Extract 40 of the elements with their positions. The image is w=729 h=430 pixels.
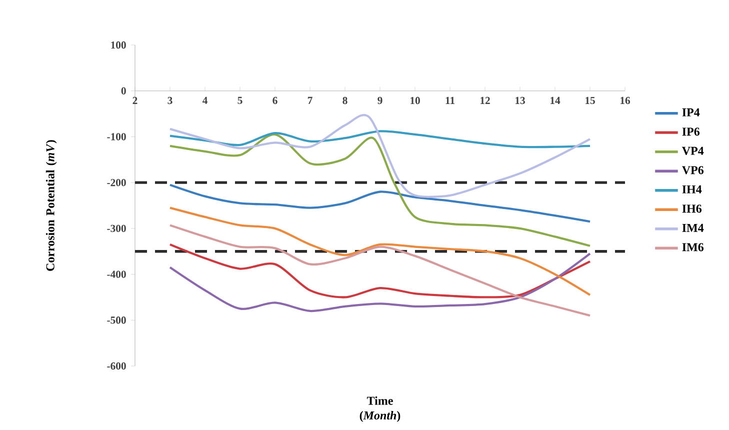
legend-label: IM6: [682, 243, 704, 252]
x-tick-label: 15: [586, 96, 595, 104]
line-series: [168, 206, 592, 296]
x-tick-label: 5: [238, 96, 242, 104]
x-tick-label: 4: [202, 96, 208, 104]
y-tick-label: -400: [107, 270, 126, 278]
line-series: [168, 133, 592, 247]
legend-label: IH6: [682, 204, 702, 213]
legend-label: IP6: [682, 128, 700, 136]
y-tick-label: -300: [107, 224, 126, 232]
x-tick-label: 13: [516, 96, 525, 104]
legend-label: IM4: [682, 224, 704, 232]
x-tick-label: 2: [132, 96, 138, 104]
x-tick-label: 9: [378, 96, 382, 104]
y-tick-label: 100: [111, 41, 126, 49]
x-tick-label: 10: [410, 96, 420, 104]
y-tick-label: -500: [107, 316, 126, 324]
x-tick-label: 8: [342, 96, 348, 104]
x-tick-label: 12: [480, 96, 490, 104]
x-tick-label: 14: [550, 96, 560, 104]
y-tick-label: -200: [107, 178, 126, 186]
line-series: [168, 243, 592, 298]
x-tick-label: 16: [620, 96, 630, 104]
line-series: [168, 224, 592, 317]
legend-label: VP6: [682, 166, 704, 174]
legend-label: IH4: [682, 185, 702, 194]
line-series: [168, 130, 592, 148]
y-tick-label: 0: [121, 87, 126, 94]
y-axis-title: Corrosion Potential (mV): [46, 140, 57, 271]
x-tick-label: 6: [272, 96, 278, 104]
legend-label: VP4: [682, 146, 704, 155]
y-tick-label: -600: [107, 362, 126, 370]
legend-label: IP4: [682, 108, 700, 116]
x-tick-label: 11: [446, 96, 454, 104]
x-tick-label: 3: [168, 96, 172, 104]
line-series: [168, 184, 592, 223]
x-tick-label: 7: [308, 96, 312, 104]
y-tick-label: -100: [107, 133, 126, 140]
line-series: [168, 252, 592, 312]
x-axis-title: Time (Month): [360, 396, 400, 422]
